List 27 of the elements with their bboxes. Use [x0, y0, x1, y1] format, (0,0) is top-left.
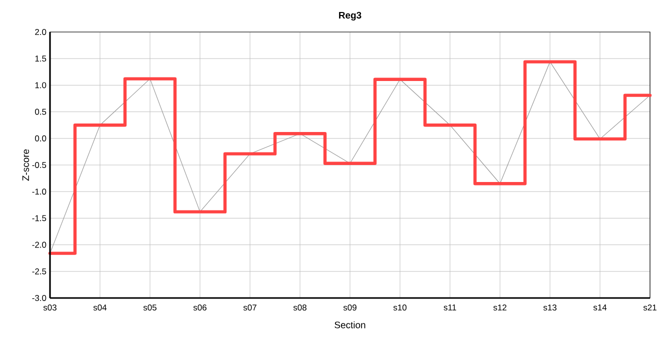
y-axis-title: Z-score — [22, 149, 30, 181]
y-tick-label: 0.5 — [35, 108, 46, 115]
x-tick-label: s21 — [643, 304, 656, 310]
x-tick-label: s03 — [43, 304, 56, 310]
y-tick-label: -2.0 — [32, 242, 46, 248]
x-tick-label: s09 — [343, 304, 356, 310]
x-tick-label: s11 — [444, 304, 456, 310]
y-tick-label: 1.5 — [35, 56, 46, 62]
y-tick-label: 1.0 — [35, 82, 46, 88]
x-tick-label: s13 — [543, 304, 556, 310]
y-tick-label: -1.0 — [32, 188, 46, 195]
x-tick-label: s06 — [193, 304, 206, 310]
y-tick-label: -2.5 — [32, 268, 46, 274]
y-tick-label: -3.0 — [32, 295, 46, 301]
x-tick-label: s14 — [593, 304, 607, 310]
y-tick-label: 0.0 — [35, 135, 46, 142]
y-tick-label: -0.5 — [32, 162, 46, 168]
x-tick-label: s05 — [143, 304, 156, 310]
x-axis-title: Section — [334, 321, 366, 328]
x-tick-label: s07 — [243, 304, 256, 310]
x-tick-label: s10 — [393, 304, 406, 310]
y-tick-label: -1.5 — [32, 215, 46, 222]
chart-title: Reg3 — [339, 12, 362, 21]
x-tick-label: s08 — [293, 304, 306, 310]
x-tick-label: s12 — [493, 304, 506, 310]
x-tick-label: s04 — [93, 304, 107, 310]
y-tick-label: 2.0 — [35, 29, 46, 35]
